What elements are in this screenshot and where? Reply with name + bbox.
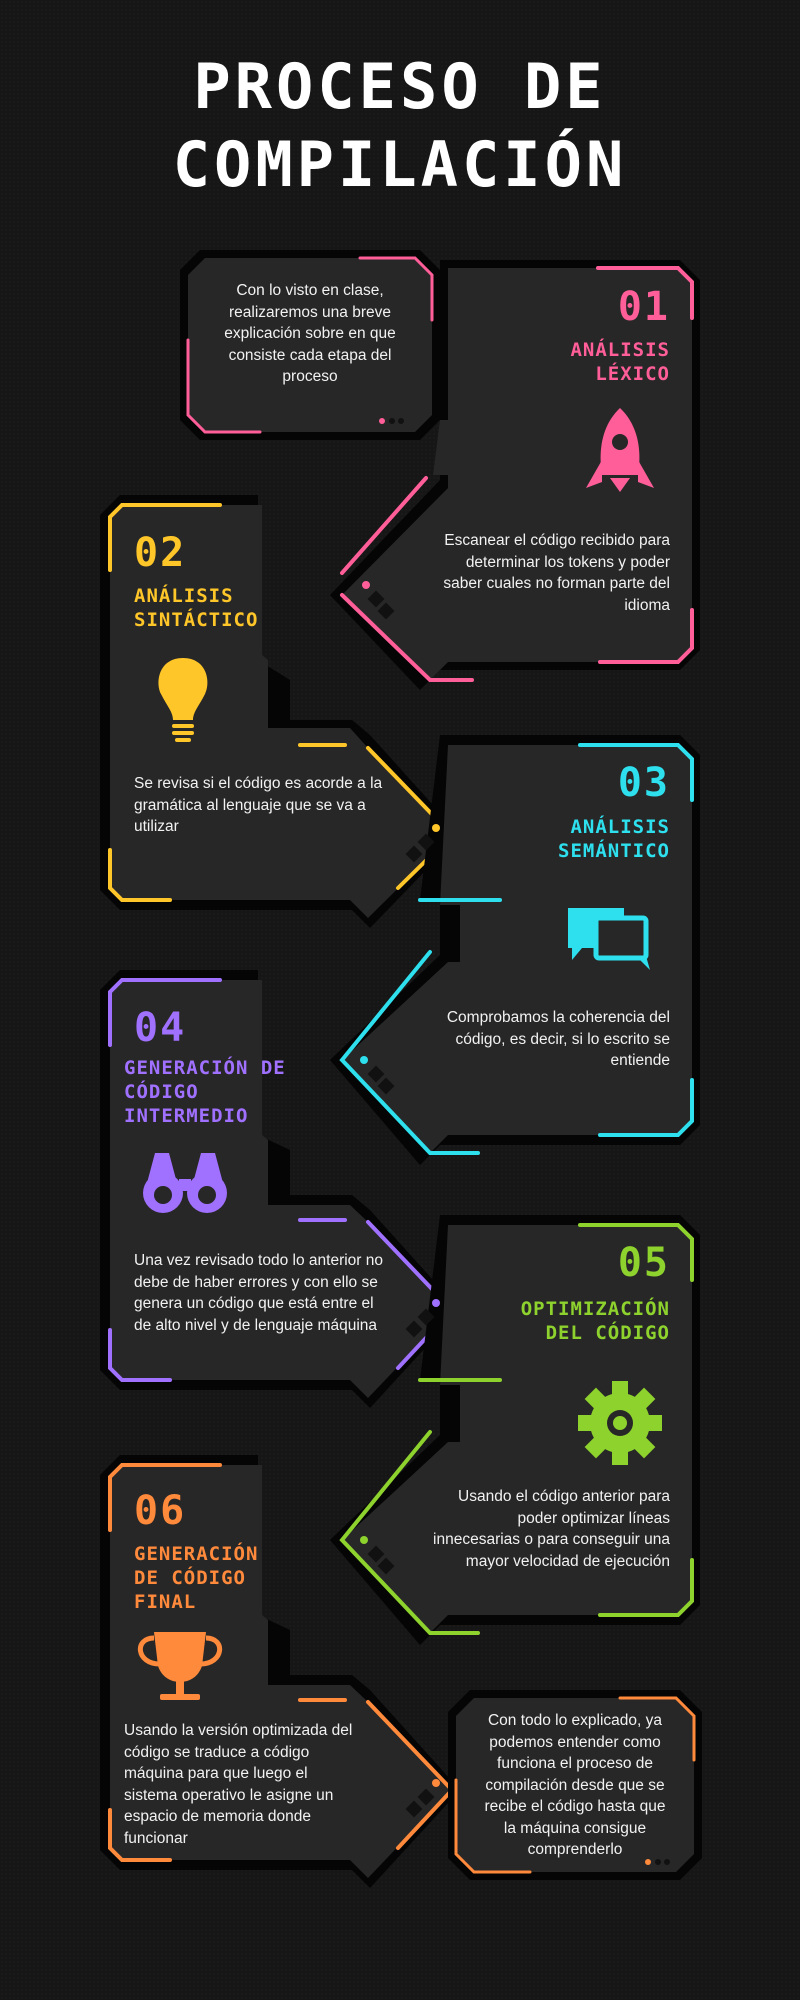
step-05-number: 05 xyxy=(617,1240,670,1286)
page-title-line-2: COMPILACIÓN xyxy=(172,128,628,201)
step-01-panel xyxy=(330,260,700,690)
step-03-title: ANÁLISIS SEMÁNTICO xyxy=(558,816,670,862)
chat-bubbles-icon xyxy=(568,908,650,970)
intro-note: Con lo visto en clase, realizaremos una … xyxy=(224,282,396,385)
lightbulb-icon xyxy=(158,658,208,742)
gear-icon xyxy=(578,1381,662,1465)
step-01-description: Escanear el código recibido para determi… xyxy=(443,532,670,614)
intro-note-box xyxy=(180,250,440,440)
step-01-number: 01 xyxy=(617,284,670,330)
step-02-panel xyxy=(100,495,460,928)
step-03-panel xyxy=(330,735,700,1165)
step-04-panel xyxy=(100,970,460,1408)
step-05-title: OPTIMIZACIÓN DEL CÓDIGO xyxy=(520,1298,670,1344)
rocket-icon xyxy=(586,408,654,492)
step-03-number: 03 xyxy=(617,760,670,806)
page-title-line-1: PROCESO DE xyxy=(193,50,607,123)
outro-note-box xyxy=(448,1690,702,1880)
step-01-title: ANÁLISIS LÉXICO xyxy=(570,339,670,385)
step-04-description: Una vez revisado todo lo anterior no deb… xyxy=(134,1252,384,1334)
step-02-description: Se revisa si el código es acorde a la gr… xyxy=(134,775,383,835)
step-02-number: 02 xyxy=(134,530,187,576)
step-03-description: Comprobamos la coherencia del código, es… xyxy=(446,1009,670,1069)
step-06-panel xyxy=(100,1455,460,1888)
binoculars-icon xyxy=(143,1153,227,1213)
step-06-number: 06 xyxy=(134,1488,187,1534)
step-06-description: Usando la versión optimizada del código … xyxy=(124,1722,353,1847)
step-02-title: ANÁLISIS SINTÁCTICO xyxy=(134,585,259,631)
step-05-description: Usando el código anterior para poder opt… xyxy=(433,1488,670,1570)
step-06-title: GENERACIÓN DE CÓDIGO FINAL xyxy=(134,1543,259,1613)
outro-note: Con todo lo explicado, ya podemos entend… xyxy=(484,1712,666,1858)
step-05-panel xyxy=(330,1215,700,1645)
step-04-title: GENERACIÓN DE CÓDIGO INTERMEDIO xyxy=(124,1057,286,1127)
trophy-icon xyxy=(137,1632,223,1700)
step-04-number: 04 xyxy=(134,1005,187,1051)
